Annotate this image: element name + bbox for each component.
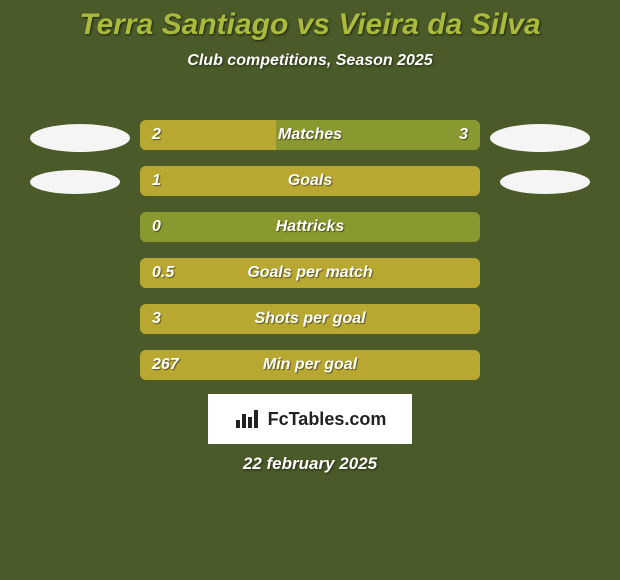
metric-rows: 23Matches1Goals0Hattricks0.5Goals per ma…: [0, 120, 620, 396]
footer-date: 22 february 2025: [0, 454, 620, 474]
brand-logo[interactable]: FcTables.com: [208, 394, 412, 444]
subtitle: Club competitions, Season 2025: [0, 52, 620, 70]
metric-row: 23Matches: [0, 120, 620, 166]
metric-label: Goals: [140, 166, 480, 196]
metric-row: 3Shots per goal: [0, 304, 620, 350]
metric-row: 1Goals: [0, 166, 620, 212]
metric-label: Min per goal: [140, 350, 480, 380]
metric-label: Goals per match: [140, 258, 480, 288]
metric-row: 0Hattricks: [0, 212, 620, 258]
metric-row: 0.5Goals per match: [0, 258, 620, 304]
metric-label: Hattricks: [140, 212, 480, 242]
brand-text: FcTables.com: [268, 409, 387, 430]
avatar-left: [30, 124, 130, 152]
avatar-left: [30, 170, 120, 194]
comparison-card: Terra Santiago vs Vieira da Silva Club c…: [0, 0, 620, 580]
avatar-right: [500, 170, 590, 194]
metric-label: Shots per goal: [140, 304, 480, 334]
metric-row: 267Min per goal: [0, 350, 620, 396]
avatar-right: [490, 124, 590, 152]
bar-chart-icon: [234, 408, 262, 430]
metric-label: Matches: [140, 120, 480, 150]
page-title: Terra Santiago vs Vieira da Silva: [0, 0, 620, 42]
